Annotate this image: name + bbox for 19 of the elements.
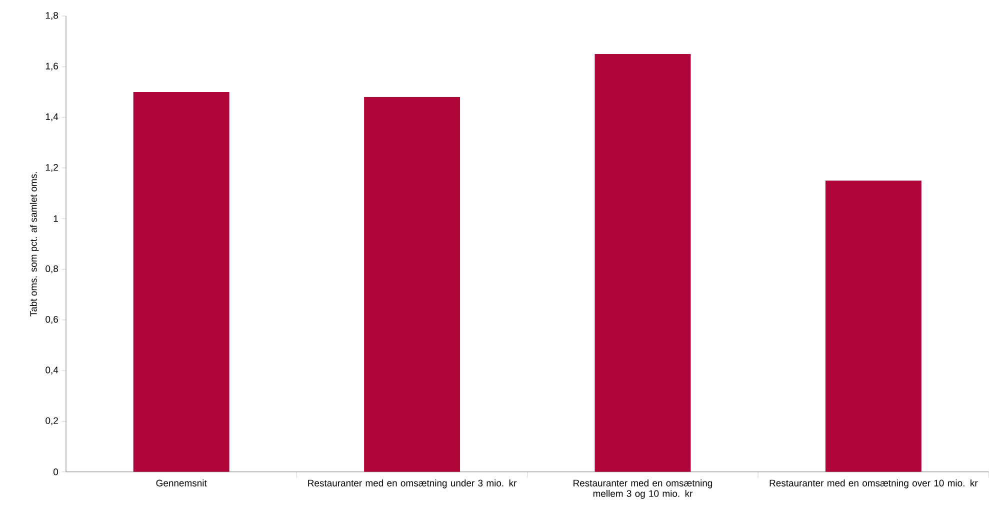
y-tick-label: 1,2	[46, 164, 58, 172]
y-tick-label: 0,4	[46, 366, 58, 375]
y-axis-title: Tabt oms. som pct. af samlet oms.	[30, 172, 39, 316]
bar	[825, 180, 922, 472]
y-tick-label: 1,6	[46, 62, 58, 71]
x-tick-label: Restauranter med en omsætning under 3 mio. kr	[308, 480, 517, 488]
y-tick-label: 0,8	[46, 265, 58, 274]
y-tick-label: 1,8	[46, 12, 58, 20]
y-tick-label: 0,6	[46, 316, 58, 324]
bar	[594, 54, 691, 472]
y-tick-label: 0,2	[46, 417, 58, 426]
x-tick-label: Restauranter med en omsætning mellem 3 og 10 mio. kr	[574, 480, 712, 499]
bar	[364, 97, 460, 472]
bar	[133, 92, 230, 472]
y-tick-label: 0	[54, 468, 58, 476]
y-tick-label: 1	[54, 215, 58, 222]
x-tick-label: Gennemsnit	[156, 480, 207, 487]
y-tick-label: 1,4	[46, 113, 58, 122]
x-tick-label: Restauranter med en omsætning over 10 mio. kr	[770, 480, 978, 488]
